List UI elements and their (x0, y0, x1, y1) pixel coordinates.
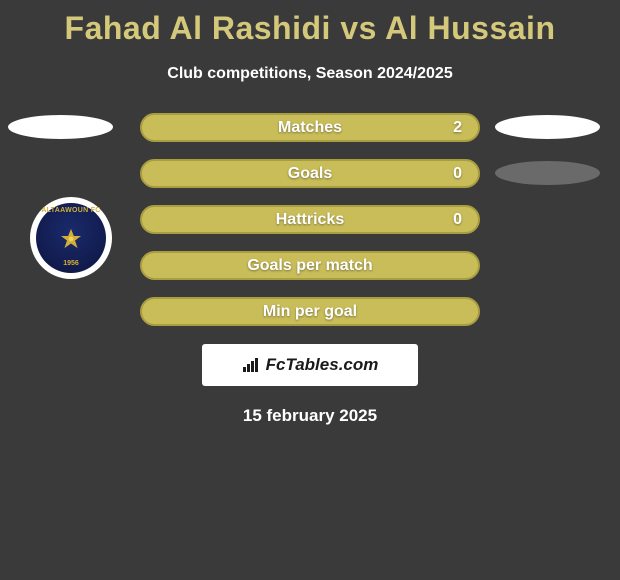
fc-tables-text: FcTables.com (266, 355, 379, 375)
bar-chart-icon (242, 357, 262, 373)
stat-bar-mpg: Min per goal (140, 297, 480, 326)
star-icon (58, 226, 84, 252)
stat-bar-gpm: Goals per match (140, 251, 480, 280)
club-badge-inner: ALTAAWOUN FC 1956 (36, 203, 106, 273)
stat-row: Goals 0 (0, 159, 620, 188)
fc-tables-box: FcTables.com (202, 344, 418, 386)
page-title: Fahad Al Rashidi vs Al Hussain (0, 0, 620, 47)
stat-label: Min per goal (263, 303, 357, 321)
stat-row: Matches 2 (0, 113, 620, 142)
subtitle: Club competitions, Season 2024/2025 (0, 65, 620, 83)
stat-value: 2 (453, 119, 462, 137)
club-badge-year: 1956 (63, 260, 79, 267)
stat-bar-hattricks: Hattricks 0 (140, 205, 480, 234)
stat-row: Min per goal (0, 297, 620, 326)
stat-value: 0 (453, 165, 462, 183)
stat-value: 0 (453, 211, 462, 229)
right-ellipse-icon (495, 161, 600, 185)
stat-label: Matches (278, 119, 342, 137)
club-badge-top-text: ALTAAWOUN FC (41, 207, 100, 214)
fc-tables-logo: FcTables.com (242, 355, 379, 375)
stat-label: Goals (288, 165, 332, 183)
stat-bar-goals: Goals 0 (140, 159, 480, 188)
club-badge: ALTAAWOUN FC 1956 (30, 197, 112, 279)
right-ellipse-icon (495, 115, 600, 139)
infographic-container: Fahad Al Rashidi vs Al Hussain Club comp… (0, 0, 620, 580)
stat-bar-matches: Matches 2 (140, 113, 480, 142)
date-text: 15 february 2025 (0, 406, 620, 426)
stat-label: Hattricks (276, 211, 344, 229)
left-ellipse-icon (8, 115, 113, 139)
stat-label: Goals per match (247, 257, 372, 275)
